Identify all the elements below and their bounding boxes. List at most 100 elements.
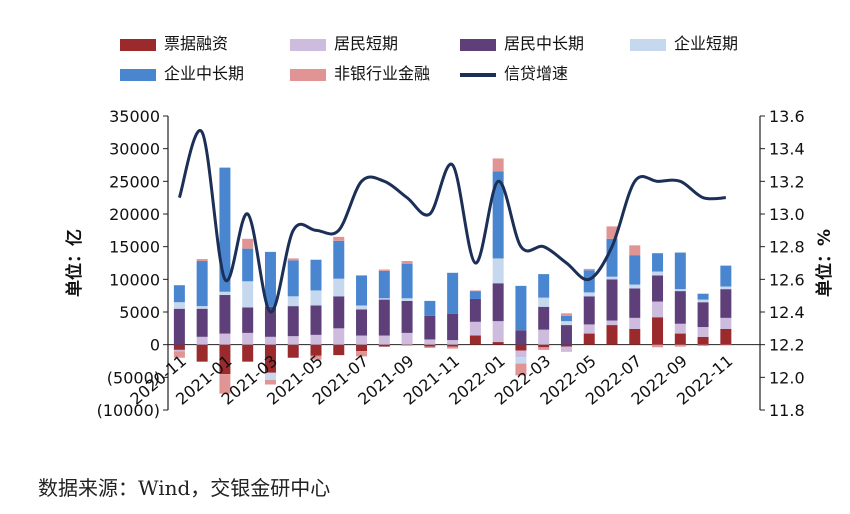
y-right-tick-label: 12.2 <box>769 336 805 355</box>
y-right-axis-title: 单位：% <box>814 229 835 297</box>
bar-segment-5 <box>697 293 709 300</box>
bar-segment-1 <box>652 317 664 345</box>
bar-segment-6 <box>378 269 390 271</box>
bar-segment-1 <box>492 342 504 345</box>
bar-segment-2 <box>287 336 299 345</box>
legend-item: 居民中长期 <box>460 34 584 54</box>
bar-segment-6 <box>629 245 641 256</box>
bar-segment-4 <box>378 298 390 300</box>
legend-swatch <box>630 38 666 51</box>
bar-segment-3 <box>515 330 527 345</box>
bar-segment-4 <box>720 286 732 290</box>
bar-segment-5 <box>560 315 572 322</box>
y-left-tick-label: 0 <box>150 336 160 355</box>
bar-segment-5 <box>447 272 459 314</box>
bar-segment-2 <box>310 334 322 345</box>
y-left-tick-label: 10000 <box>109 270 160 289</box>
legend-item: 票据融资 <box>120 34 228 54</box>
bar-segment-5 <box>629 255 641 285</box>
bar-segment-1 <box>697 336 709 345</box>
legend-item: 居民短期 <box>290 34 398 54</box>
bar-segment-2 <box>242 332 254 345</box>
bar-segment-2 <box>538 329 550 345</box>
legend-swatch <box>290 38 326 51</box>
y-left-tick-label: (5000) <box>107 368 160 387</box>
bar-segment-6 <box>515 363 527 376</box>
bar-segment-5 <box>469 291 481 299</box>
bar-segment-5 <box>720 265 732 287</box>
legend-label: 非银行业金融 <box>334 64 431 83</box>
bar-segment-1 <box>173 344 185 350</box>
bar-segment-1 <box>401 344 413 346</box>
bar-segment-4 <box>515 357 527 364</box>
bar-segment-1 <box>424 344 436 347</box>
bar-segment-4 <box>310 290 322 306</box>
bar-segment-4 <box>264 372 276 380</box>
bar-segment-4 <box>560 321 572 326</box>
bar-segment-6 <box>196 259 208 262</box>
source-note: 数据来源：Wind，交银金研中心 <box>38 476 331 500</box>
bar-segment-6 <box>173 351 185 358</box>
bar-segment-1 <box>515 344 527 351</box>
y-right-tick-label: 11.8 <box>769 401 805 420</box>
bar-segment-2 <box>469 321 481 336</box>
bar-segment-5 <box>219 167 231 292</box>
bar-segment-3 <box>356 309 368 336</box>
bar-segment-5 <box>492 171 504 259</box>
bar-segment-2 <box>219 333 231 345</box>
bar-segment-6 <box>287 258 299 261</box>
bar-segment-3 <box>629 288 641 318</box>
legend-swatch <box>120 68 156 81</box>
y-left-axis-title: 单位：亿 <box>64 229 85 297</box>
legend-swatch <box>120 38 156 51</box>
bar-segment-6 <box>492 158 504 172</box>
bar-segment-3 <box>447 313 459 341</box>
y-left-tick-label: (10000) <box>97 401 160 420</box>
bar-segment-4 <box>583 292 595 297</box>
bar-segment-3 <box>333 296 345 329</box>
bar-segment-1 <box>333 344 345 356</box>
legend-label: 信贷增速 <box>504 64 569 83</box>
bar-segment-4 <box>401 298 413 301</box>
bar-segment-3 <box>538 306 550 330</box>
bar-segment-3 <box>720 289 732 318</box>
bar-segment-3 <box>469 298 481 322</box>
bar-segment-1 <box>310 344 322 356</box>
bar-segment-3 <box>424 315 436 340</box>
y-left-tick-label: 30000 <box>109 140 160 159</box>
legend-label: 居民短期 <box>334 34 399 53</box>
y-right-tick-label: 13.4 <box>769 140 805 159</box>
credit-growth-line <box>177 129 726 314</box>
bar-segment-1 <box>560 344 572 347</box>
legend-label: 居民中长期 <box>504 34 585 53</box>
y-left-tick-label: 25000 <box>109 172 160 191</box>
bar-segment-4 <box>219 291 231 296</box>
y-right-tick-label: 12.4 <box>769 303 805 322</box>
bar-segment-1 <box>629 328 641 345</box>
bar-segment-5 <box>538 274 550 298</box>
bar-segment-3 <box>242 307 254 333</box>
bar-segment-2 <box>173 349 185 352</box>
legend-label: 企业中长期 <box>164 64 245 83</box>
bar-segment-4 <box>196 306 208 309</box>
bar-segment-6 <box>219 374 231 394</box>
bar-segment-1 <box>583 333 595 345</box>
bar-segment-4 <box>356 305 368 310</box>
bar-segment-3 <box>697 302 709 328</box>
bar-segment-4 <box>697 299 709 303</box>
bar-segment-6 <box>606 226 618 239</box>
bar-segment-5 <box>424 300 436 316</box>
bar-segment-6 <box>652 344 664 348</box>
bar-segment-6 <box>242 238 254 249</box>
bar-segment-6 <box>333 236 345 241</box>
bar-segment-2 <box>424 339 436 345</box>
bar-segment-5 <box>674 252 686 290</box>
legend-line-swatch <box>460 72 496 77</box>
y-right-tick-label: 12.6 <box>769 270 805 289</box>
bar-segment-1 <box>720 328 732 345</box>
bar-segment-1 <box>219 344 231 375</box>
bar-segment-4 <box>287 296 299 307</box>
bar-segment-6 <box>424 346 436 348</box>
bar-segment-5 <box>515 285 527 331</box>
